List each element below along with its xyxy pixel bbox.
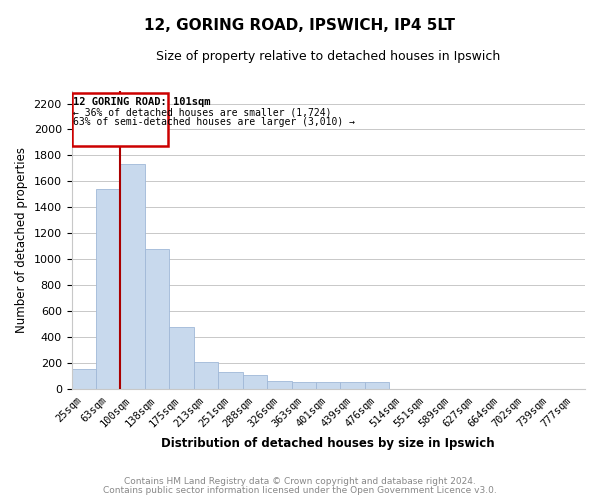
Bar bbox=[194, 362, 218, 389]
Text: 63% of semi-detached houses are larger (3,010) →: 63% of semi-detached houses are larger (… bbox=[73, 117, 355, 127]
Bar bbox=[71, 370, 96, 389]
Y-axis label: Number of detached properties: Number of detached properties bbox=[15, 146, 28, 332]
Text: Contains public sector information licensed under the Open Government Licence v3: Contains public sector information licen… bbox=[103, 486, 497, 495]
Bar bbox=[242, 374, 267, 389]
Bar bbox=[145, 249, 169, 389]
Bar bbox=[121, 164, 145, 389]
Bar bbox=[267, 381, 292, 389]
Text: Contains HM Land Registry data © Crown copyright and database right 2024.: Contains HM Land Registry data © Crown c… bbox=[124, 477, 476, 486]
Bar bbox=[71, 93, 168, 146]
Bar bbox=[316, 382, 340, 389]
Text: 12 GORING ROAD: 101sqm: 12 GORING ROAD: 101sqm bbox=[73, 97, 211, 107]
X-axis label: Distribution of detached houses by size in Ipswich: Distribution of detached houses by size … bbox=[161, 437, 495, 450]
Title: Size of property relative to detached houses in Ipswich: Size of property relative to detached ho… bbox=[156, 50, 500, 63]
Bar bbox=[96, 189, 121, 389]
Bar bbox=[340, 382, 365, 389]
Bar bbox=[292, 382, 316, 389]
Text: 12, GORING ROAD, IPSWICH, IP4 5LT: 12, GORING ROAD, IPSWICH, IP4 5LT bbox=[145, 18, 455, 32]
Bar bbox=[218, 372, 242, 389]
Text: ← 36% of detached houses are smaller (1,724): ← 36% of detached houses are smaller (1,… bbox=[73, 108, 332, 118]
Bar bbox=[365, 382, 389, 389]
Bar bbox=[169, 326, 194, 389]
